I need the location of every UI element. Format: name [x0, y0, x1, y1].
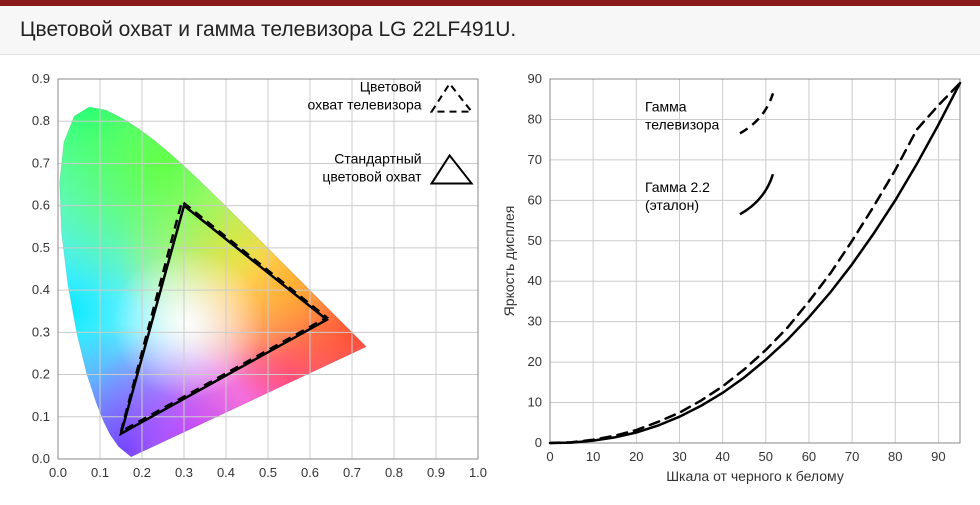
svg-text:0.7: 0.7	[343, 465, 361, 480]
svg-text:70: 70	[845, 449, 859, 464]
svg-text:60: 60	[802, 449, 816, 464]
svg-text:90: 90	[931, 449, 945, 464]
svg-text:30: 30	[672, 449, 686, 464]
svg-text:0.2: 0.2	[133, 465, 151, 480]
svg-text:0.1: 0.1	[32, 409, 50, 424]
svg-text:0.0: 0.0	[32, 451, 50, 466]
gamma-chart: 0 10 20 30 40 50 60 70 80 90 0 10 20 30 40 50 60 70 80 90 Шк…	[496, 69, 974, 494]
svg-text:20: 20	[629, 449, 643, 464]
svg-text:90: 90	[528, 71, 542, 86]
svg-text:60: 60	[528, 192, 542, 207]
svg-text:0.4: 0.4	[217, 465, 235, 480]
svg-text:30: 30	[528, 314, 542, 329]
svg-text:0.8: 0.8	[32, 113, 50, 128]
svg-text:0: 0	[535, 435, 542, 450]
svg-text:0.9: 0.9	[32, 71, 50, 86]
svg-text:50: 50	[759, 449, 773, 464]
svg-text:1.0: 1.0	[469, 465, 487, 480]
chart-row: 0.0 0.1 0.2 0.3 0.4 0.5 0.6 0.7 0.8 0.9 1.0 0.0 0.1 0…	[0, 55, 980, 500]
svg-text:цветовой охват: цветовой охват	[322, 168, 422, 184]
svg-text:20: 20	[528, 354, 542, 369]
svg-text:0.3: 0.3	[32, 324, 50, 339]
svg-text:0.6: 0.6	[32, 198, 50, 213]
svg-text:охват телевизора: охват телевизора	[307, 97, 421, 113]
svg-text:Яркость дисплея: Яркость дисплея	[501, 206, 517, 317]
svg-text:40: 40	[528, 273, 542, 288]
svg-text:0.4: 0.4	[32, 282, 50, 297]
svg-text:80: 80	[528, 111, 542, 126]
svg-text:80: 80	[888, 449, 902, 464]
svg-text:0.6: 0.6	[301, 465, 319, 480]
svg-text:0.3: 0.3	[175, 465, 193, 480]
svg-text:0: 0	[546, 449, 553, 464]
svg-text:0.0: 0.0	[49, 465, 67, 480]
svg-text:0.7: 0.7	[32, 155, 50, 170]
svg-text:10: 10	[528, 395, 542, 410]
svg-text:Цветовой: Цветовой	[360, 79, 422, 95]
svg-text:Гамма: Гамма	[645, 98, 687, 114]
svg-text:50: 50	[528, 233, 542, 248]
svg-text:40: 40	[715, 449, 729, 464]
page-title: Цветовой охват и гамма телевизора LG 22L…	[0, 6, 980, 55]
svg-text:Гамма 2.2: Гамма 2.2	[645, 179, 710, 195]
svg-text:Шкала от черного к белому: Шкала от черного к белому	[666, 468, 844, 484]
gamut-chart: 0.0 0.1 0.2 0.3 0.4 0.5 0.6 0.7 0.8 0.9 1.0 0.0 0.1 0…	[10, 69, 488, 494]
svg-text:0.1: 0.1	[91, 465, 109, 480]
svg-text:0.5: 0.5	[32, 240, 50, 255]
svg-text:10: 10	[586, 449, 600, 464]
svg-text:70: 70	[528, 152, 542, 167]
svg-text:(эталон): (эталон)	[645, 197, 699, 213]
svg-text:телевизора: телевизора	[645, 116, 720, 132]
svg-text:0.9: 0.9	[427, 465, 445, 480]
svg-text:0.2: 0.2	[32, 367, 50, 382]
svg-text:Стандартный: Стандартный	[334, 150, 421, 166]
svg-text:0.5: 0.5	[259, 465, 277, 480]
svg-text:0.8: 0.8	[385, 465, 403, 480]
